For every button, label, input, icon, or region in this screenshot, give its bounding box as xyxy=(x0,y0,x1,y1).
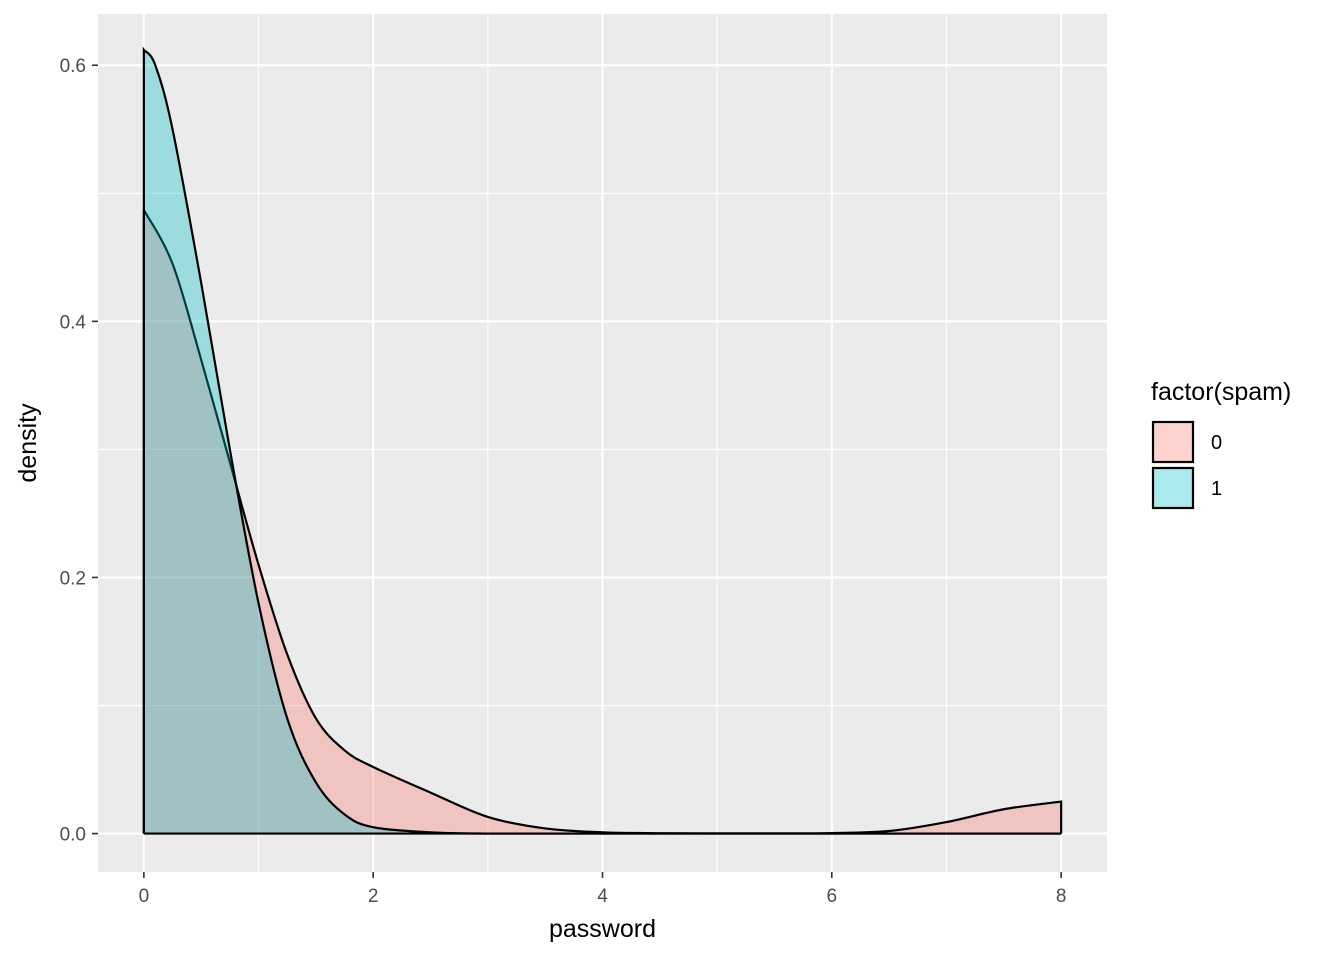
density-areas xyxy=(142,46,1063,835)
x-tick-label: 4 xyxy=(597,886,608,907)
density-fill-0 xyxy=(143,209,1062,834)
legend: factor(spam) 01 xyxy=(1151,378,1291,510)
legend-items: 01 xyxy=(1151,420,1222,510)
legend-key-0 xyxy=(1151,420,1195,464)
x-tick-label: 6 xyxy=(827,886,838,907)
y-axis-ticks: 0.0 0.2 0.4 0.6 xyxy=(60,56,98,846)
legend-title: factor(spam) xyxy=(1151,378,1291,406)
y-tick-label: 0.2 xyxy=(60,568,86,589)
x-tick-label: 2 xyxy=(368,886,379,907)
y-axis-title: density xyxy=(14,403,42,483)
x-tick-label: 8 xyxy=(1056,886,1067,907)
density-fill-1 xyxy=(143,49,1062,834)
legend-key-1 xyxy=(1151,466,1195,510)
legend-label-1: 1 xyxy=(1211,478,1222,500)
x-axis-ticks: 0 2 4 6 8 xyxy=(139,872,1067,907)
legend-label-0: 0 xyxy=(1211,432,1222,454)
y-tick-label: 0.0 xyxy=(60,825,86,846)
x-axis-title: password xyxy=(549,915,656,943)
legend-key-bg xyxy=(1152,421,1194,463)
y-tick-label: 0.4 xyxy=(60,312,87,333)
legend-key-bg xyxy=(1152,467,1194,509)
y-tick-label: 0.6 xyxy=(60,56,86,77)
x-tick-label: 0 xyxy=(139,886,150,907)
